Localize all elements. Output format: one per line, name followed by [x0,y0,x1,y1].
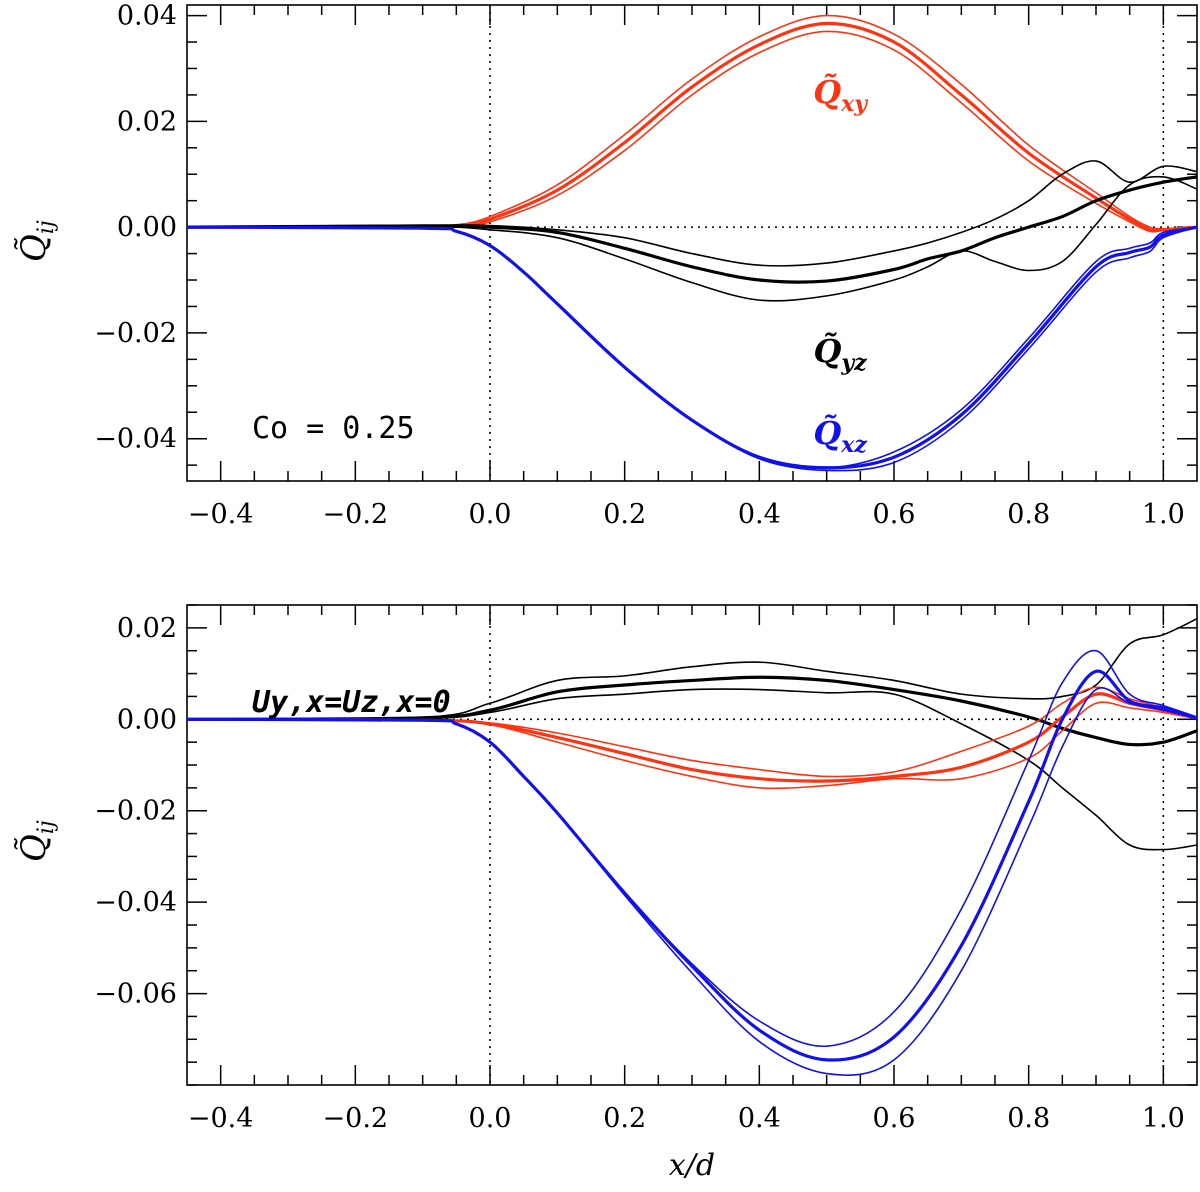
top-ytick-label: 0.00 [117,212,177,243]
bottom-ytick-label: −0.02 [94,796,177,827]
top-ytick-label: −0.04 [94,424,177,455]
top-ylabel-q: Q̃ [14,234,54,262]
bottom-xtick-label: 0.6 [873,1103,916,1134]
top-plot-frame [186,4,1198,482]
top-annotation: Co = 0.25 [252,411,415,446]
top-panel: −0.4 −0.2 0.0 0.2 0.4 0.6 0.8 1.0 0.04 0.02 0.00 −0… [14,1,1198,530]
top-xtick-label: 0.6 [873,499,916,530]
bottom-plot-frame [186,604,1198,1086]
top-reference-lines [187,5,1197,481]
bottom-series-0-line-2 [186,688,1198,851]
top-series-0-line-1 [186,14,1198,230]
top-ylabel: Q̃ij [14,220,59,262]
top-ytick-label: 0.04 [117,1,177,32]
top-xtick-label: −0.2 [323,499,389,530]
top-ytick-label: −0.02 [94,318,177,349]
label-main: Q̃ [814,332,842,370]
top-ytick-label: 0.02 [117,106,177,137]
bottom-xtick-label: 1.0 [1142,1103,1185,1134]
bottom-xtick-label: 0.8 [1007,1103,1050,1134]
bottom-reference-lines [187,605,1197,1085]
top-xtick-label: 0.0 [469,499,512,530]
top-series-2-line-2 [186,226,1198,472]
top-series-0-line-2 [186,30,1198,233]
bottom-ytick-label: 0.00 [117,704,177,735]
top-series-0-line-0 [186,21,1198,233]
bottom-xtick-label: −0.4 [188,1103,254,1134]
label-main: Q̃ [813,73,841,111]
bottom-ytick-label: 0.02 [117,613,177,644]
label-sub: xz [840,432,867,458]
label-main: Q̃ [813,414,841,452]
top-xtick-label: 1.0 [1142,499,1185,530]
bottom-xtick-label: 0.0 [469,1103,512,1134]
bottom-series-1-line-2 [186,701,1198,790]
bottom-ylabel: Q̃ij [14,820,59,862]
bottom-xlabel: x/d [669,1148,715,1183]
bottom-ytick-label: −0.06 [94,979,177,1010]
top-series-1-line-2 [186,175,1198,302]
top-series-label-1: Q̃yz [814,332,868,376]
top-series-lines: Q̃xyQ̃yzQ̃xz [186,14,1198,472]
label-sub: xy [840,91,869,117]
top-xtick-label: 0.4 [738,499,781,530]
label-sub: yz [840,350,867,376]
top-ticks: −0.4 −0.2 0.0 0.2 0.4 0.6 0.8 1.0 0.04 0.02 0.00 −0… [94,1,1197,530]
bottom-ytick-label: −0.04 [94,887,177,918]
bottom-series-0-line-1 [186,617,1198,721]
bottom-ylabel-sub: ij [34,820,59,834]
top-series-1-line-0 [186,175,1198,284]
bottom-xtick-label: −0.2 [323,1103,389,1134]
top-xtick-label: 0.2 [603,499,646,530]
bottom-series-1-line-0 [186,692,1198,783]
top-xtick-label: −0.4 [188,499,254,530]
bottom-series-2-line-2 [186,687,1198,1076]
top-series-label-2: Q̃xz [813,414,867,458]
top-series-label-0: Q̃xy [813,73,869,117]
bottom-annotation: Uy,x=Uz,x=0 [252,685,451,720]
top-series-1-line-1 [186,160,1198,267]
bottom-series-lines [186,617,1198,1076]
bottom-xtick-label: 0.2 [603,1103,646,1134]
bottom-ticks: −0.4 −0.2 0.0 0.2 0.4 0.6 0.8 1.0 0.02 0.00 −0.02 −… [94,604,1197,1134]
bottom-ylabel-q: Q̃ [14,834,54,862]
top-ylabel-sub: ij [34,220,59,234]
top-xtick-label: 0.8 [1007,499,1050,530]
bottom-panel: −0.4 −0.2 0.0 0.2 0.4 0.6 0.8 1.0 0.02 0.00 −0.02 −… [14,604,1198,1183]
bottom-series-0-line-0 [186,675,1198,747]
bottom-xtick-label: 0.4 [738,1103,781,1134]
